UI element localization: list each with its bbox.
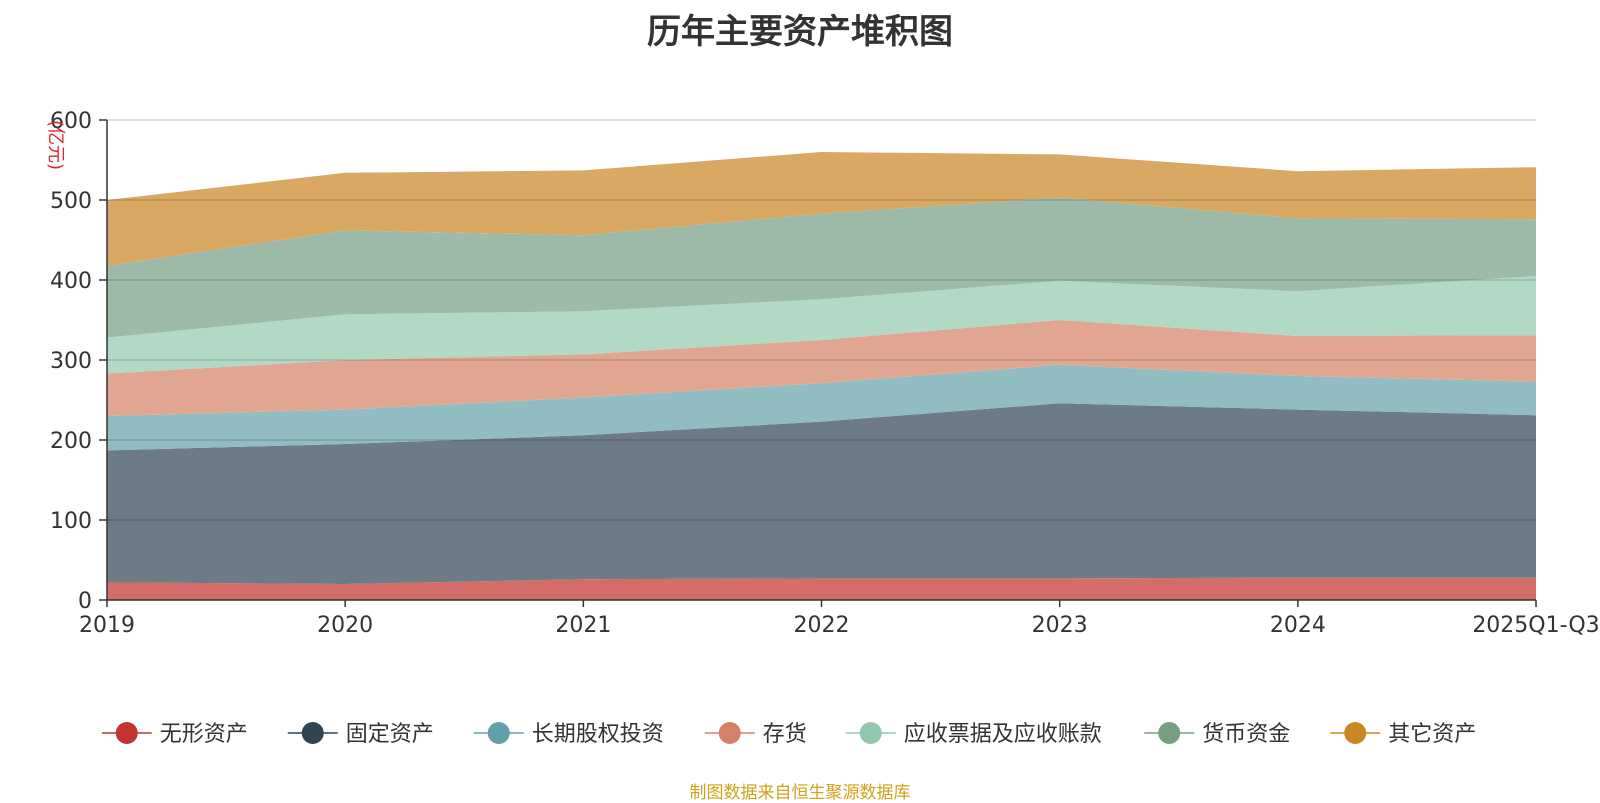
source-note: 制图数据来自恒生聚源数据库 [689, 783, 911, 803]
x-tick-label-2: 2021 [555, 613, 611, 638]
x-tick-label-0: 2019 [79, 613, 135, 638]
x-tick-label-6: 2025Q1-Q3 [1472, 613, 1599, 638]
y-tick-label-600: 600 [50, 109, 92, 134]
legend-item-5: 货币资金 [1144, 722, 1290, 747]
area-series-5 [107, 197, 1536, 338]
y-tick-label-100: 100 [50, 509, 92, 534]
legend-marker [859, 722, 882, 744]
legend-item-3: 存货 [704, 722, 807, 747]
legend-marker [1344, 722, 1367, 744]
legend-marker [718, 722, 741, 744]
y-tick-label-300: 300 [50, 349, 92, 374]
legend-label: 无形资产 [160, 722, 248, 747]
area-series-6 [107, 152, 1536, 266]
legend-item-0: 无形资产 [101, 722, 248, 747]
legend-label: 存货 [763, 722, 807, 747]
chart-title: 历年主要资产堆积图 [647, 12, 953, 52]
legend-item-6: 其它资产 [1330, 722, 1476, 747]
legend-item-1: 固定资产 [287, 722, 434, 747]
legend-item-4: 应收票据及应收账款 [845, 722, 1102, 747]
y-unit-label: (亿元) [45, 120, 66, 170]
legend-marker [301, 722, 324, 744]
x-tick-label-3: 2022 [794, 613, 850, 638]
x-tick-label-4: 2023 [1032, 613, 1088, 638]
area-series-1 [107, 403, 1536, 584]
area-series-2 [107, 364, 1536, 451]
area-series-4 [107, 276, 1536, 374]
legend-marker [487, 722, 510, 744]
x-tick-label-1: 2020 [317, 613, 373, 638]
legend-label: 应收票据及应收账款 [904, 722, 1102, 747]
y-tick-label-500: 500 [50, 189, 92, 214]
legend-label: 货币资金 [1202, 722, 1290, 747]
legend-label: 其它资产 [1388, 722, 1476, 747]
y-tick-label-0: 0 [78, 589, 92, 614]
y-tick-label-400: 400 [50, 269, 92, 294]
area-series-0 [107, 577, 1536, 600]
legend-item-2: 长期股权投资 [473, 722, 664, 747]
legend-marker [115, 722, 138, 744]
legend-marker [1158, 722, 1181, 744]
legend-label: 长期股权投资 [532, 722, 664, 747]
area-series-3 [107, 320, 1536, 416]
y-tick-label-200: 200 [50, 429, 92, 454]
x-tick-label-5: 2024 [1270, 613, 1326, 638]
legend-label: 固定资产 [346, 722, 434, 747]
